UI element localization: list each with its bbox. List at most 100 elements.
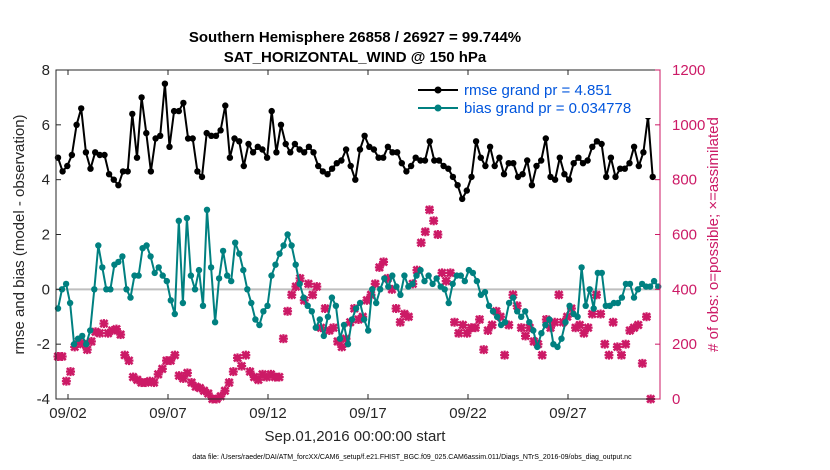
bias-point	[473, 277, 481, 285]
bias-point	[324, 313, 332, 320]
rmse-point	[626, 160, 633, 167]
bias-point	[582, 302, 589, 309]
rmse-point	[561, 171, 568, 178]
bias-point	[433, 275, 440, 282]
bias-point	[369, 286, 376, 293]
rmse-point	[486, 143, 494, 150]
rmse-point	[556, 154, 563, 161]
bias-point	[381, 275, 388, 282]
bias-point	[485, 302, 493, 309]
rmse-point	[277, 121, 285, 128]
bias-point	[99, 264, 106, 271]
right-axis-label: # of obs: o=possible; ×=assimilated	[705, 117, 722, 352]
bias-point	[344, 341, 352, 348]
obs-point	[116, 330, 126, 340]
rmse-point	[403, 168, 410, 175]
obs-point	[616, 350, 627, 360]
bias-point	[316, 316, 323, 323]
bias-point	[389, 272, 396, 279]
obs-point	[124, 356, 134, 366]
rmse-point	[78, 105, 85, 112]
bias-point	[163, 277, 170, 285]
x-tick-label: 09/27	[549, 405, 587, 422]
bias-point	[215, 275, 223, 282]
rmse-point	[328, 165, 336, 172]
rmse-point	[259, 146, 266, 153]
rmse-point	[157, 132, 164, 139]
bias-point	[461, 277, 468, 285]
rmse-point	[319, 168, 326, 175]
obs-point	[600, 339, 610, 349]
obs-point	[379, 257, 389, 267]
right-tick-label: 800	[672, 172, 697, 189]
rmse-point	[147, 168, 155, 175]
obs-point	[404, 312, 414, 322]
rmse-point	[570, 160, 577, 167]
bias-point	[207, 264, 215, 271]
bias-point	[365, 327, 372, 334]
obs-point	[433, 229, 443, 240]
bias-point	[352, 305, 360, 312]
bias-point	[240, 266, 247, 274]
rmse-point	[101, 151, 108, 159]
obs-point	[86, 336, 96, 346]
rmse-point	[59, 168, 66, 175]
rmse-point	[380, 154, 387, 161]
rmse-point	[217, 127, 224, 134]
obs-point	[157, 364, 167, 374]
obs-point	[633, 320, 643, 330]
bias-point	[328, 294, 336, 301]
bias-point	[288, 242, 295, 249]
rmse-point	[421, 157, 429, 164]
bias-point	[546, 316, 553, 323]
bias-point	[171, 310, 178, 318]
bias-point	[626, 280, 634, 288]
bias-point	[248, 299, 255, 307]
obs-point	[220, 386, 230, 396]
obs-point	[149, 378, 159, 388]
bias-point	[574, 313, 581, 320]
bias-point	[276, 250, 283, 257]
obs-point	[312, 282, 322, 292]
rmse-point	[542, 135, 549, 142]
bias-point	[393, 283, 400, 290]
bias-point	[514, 308, 521, 315]
right-tick-label: 1200	[672, 62, 705, 79]
rmse-point	[64, 162, 71, 170]
bias-point	[147, 253, 154, 260]
rmse-point	[491, 162, 498, 170]
rmse-point	[607, 154, 615, 161]
bias-point	[481, 288, 489, 296]
rmse-point	[435, 157, 443, 164]
rmse-point	[226, 154, 234, 161]
rmse-point	[635, 162, 642, 170]
obs-point	[308, 290, 318, 300]
rmse-point	[133, 154, 141, 161]
left-axis-label: rmse and bias (model - observation)	[11, 114, 28, 354]
obs-point	[642, 312, 652, 322]
rmse-point	[500, 171, 508, 178]
right-tick-label: 600	[672, 227, 697, 244]
rmse-point	[105, 171, 113, 178]
bias-point	[187, 272, 195, 279]
bias-point	[272, 261, 279, 268]
bias-point	[320, 332, 327, 340]
x-tick-label: 09/17	[349, 405, 387, 422]
bias-point	[614, 299, 622, 307]
rmse-point	[347, 162, 354, 170]
bias-point	[429, 280, 436, 288]
bias-point	[457, 272, 464, 279]
rmse-point	[426, 138, 433, 145]
rmse-point	[649, 173, 656, 181]
bias-point	[445, 299, 452, 307]
obs-point	[111, 324, 121, 334]
bias-point	[107, 286, 114, 293]
bias-point	[236, 250, 243, 257]
bias-point	[284, 231, 291, 238]
bias-point	[449, 280, 456, 288]
left-tick-label: 8	[42, 62, 50, 79]
bias-point	[70, 341, 78, 348]
obs-point	[170, 350, 180, 360]
rmse-point	[110, 176, 118, 183]
rmse-point	[524, 157, 531, 164]
